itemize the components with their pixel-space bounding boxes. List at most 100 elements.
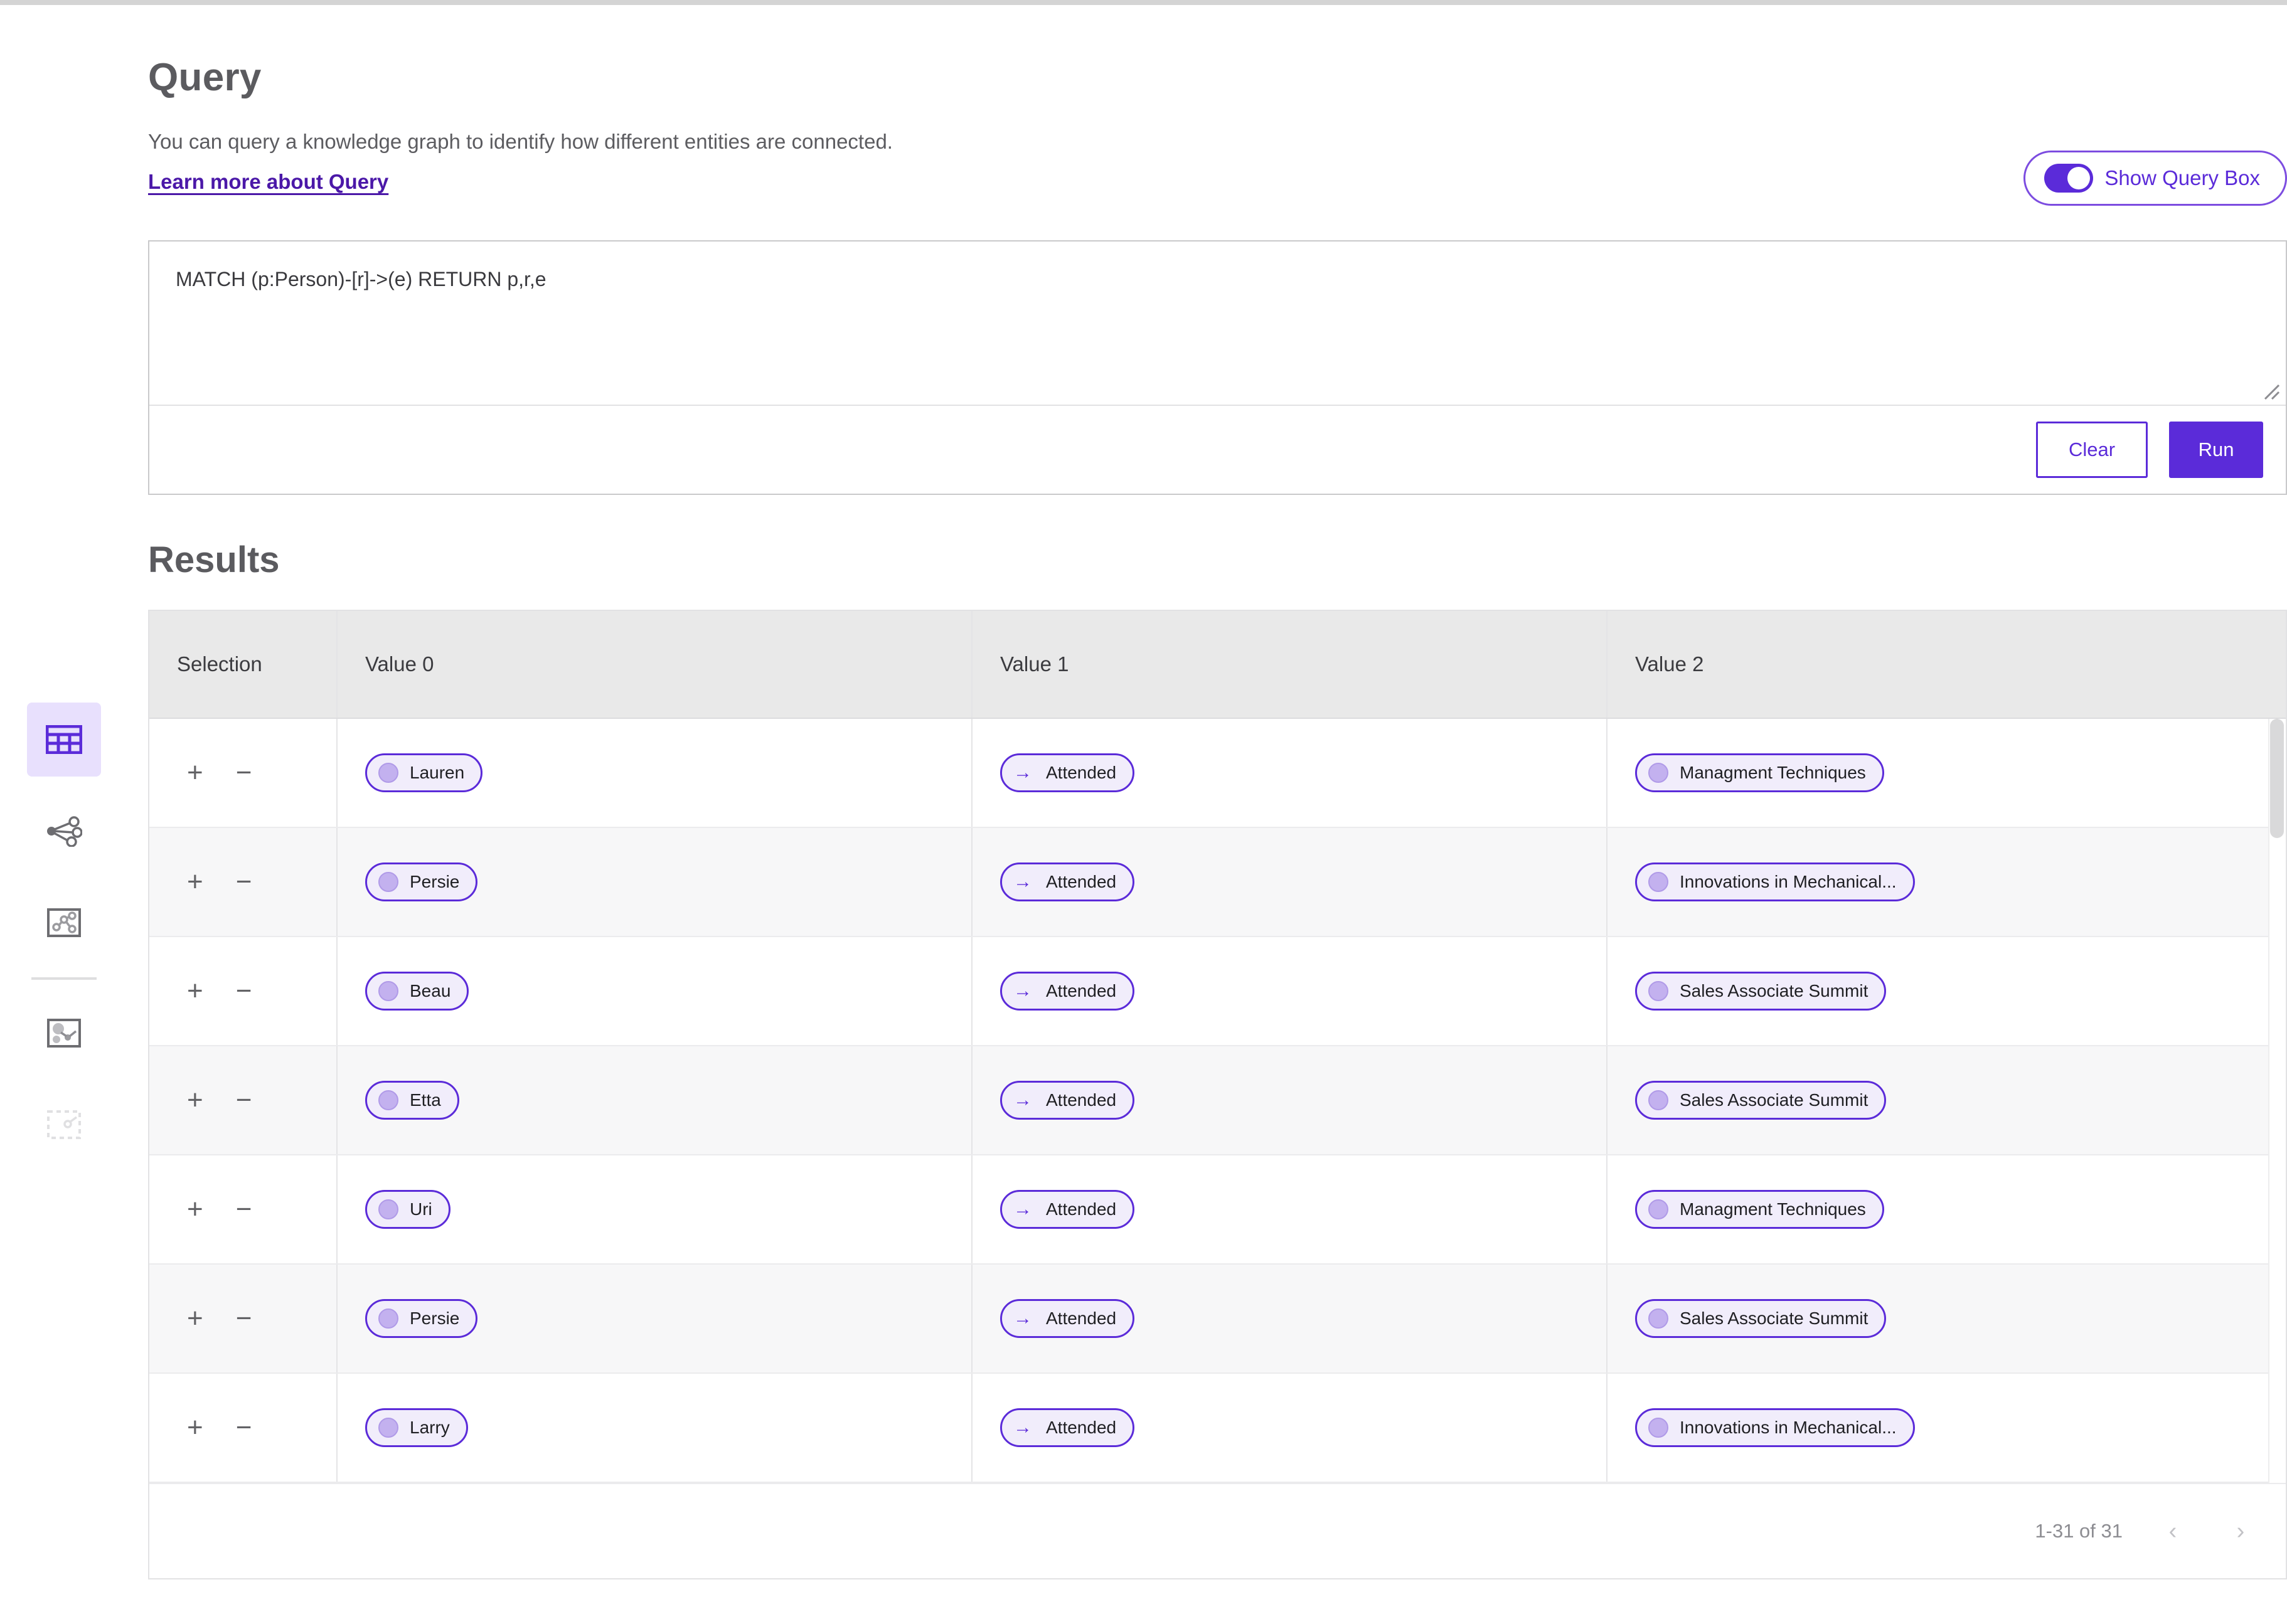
relationship-chip[interactable]: → Attended <box>1000 753 1135 792</box>
remove-row-button[interactable]: − <box>235 1085 252 1115</box>
node-chip-label: Sales Associate Summit <box>1680 1090 1869 1110</box>
node-chip-label: Innovations in Mechanical... <box>1680 1418 1897 1437</box>
query-input[interactable]: MATCH (p:Person)-[r]->(e) RETURN p,r,e <box>176 268 546 290</box>
relationship-chip[interactable]: → Attended <box>1000 972 1135 1011</box>
sidebar-item-map-view[interactable] <box>27 886 101 960</box>
table-row[interactable]: + − Persie → Attended <box>149 1265 2286 1374</box>
results-title: Results <box>148 539 280 580</box>
selection-cell: + − <box>149 1374 338 1482</box>
value-1-cell: → Attended <box>973 1265 1607 1372</box>
query-input-area[interactable]: MATCH (p:Person)-[r]->(e) RETURN p,r,e <box>149 241 2286 406</box>
node-chip-label: Etta <box>410 1090 441 1110</box>
relationship-chip[interactable]: → Attended <box>1000 862 1135 901</box>
add-row-button[interactable]: + <box>187 1194 203 1224</box>
learn-more-link[interactable]: Learn more about Query <box>148 170 389 193</box>
value-1-cell: → Attended <box>973 719 1607 827</box>
main-content: Query You can query a knowledge graph to… <box>148 0 2287 1579</box>
arrow-right-icon: → <box>1013 871 1032 892</box>
remove-row-button[interactable]: − <box>235 1412 252 1443</box>
add-row-button[interactable]: + <box>187 1085 203 1115</box>
sidebar-item-empty-graph-view[interactable] <box>27 1088 101 1162</box>
table-header-row: Selection Value 0 Value 1 Value 2 <box>149 611 2286 719</box>
next-page-button[interactable]: › <box>2236 1517 2245 1544</box>
sidebar-item-table-view[interactable] <box>27 703 101 777</box>
relationship-chip-label: Attended <box>1046 1418 1117 1437</box>
node-chip[interactable]: Beau <box>365 972 469 1011</box>
node-chip-label: Lauren <box>410 763 465 782</box>
node-chip[interactable]: Managment Techniques <box>1635 753 1884 792</box>
remove-row-button[interactable]: − <box>235 1194 252 1224</box>
value-2-cell: Sales Associate Summit <box>1607 937 2266 1045</box>
value-0-cell: Lauren <box>338 719 973 827</box>
value-0-cell: Persie <box>338 1265 973 1372</box>
node-chip[interactable]: Sales Associate Summit <box>1635 1299 1887 1338</box>
relationship-chip[interactable]: → Attended <box>1000 1408 1135 1447</box>
table-row[interactable]: + − Beau → Attended <box>149 937 2286 1046</box>
node-circle-icon <box>1648 1090 1668 1110</box>
node-chip[interactable]: Persie <box>365 1299 478 1338</box>
selection-cell: + − <box>149 1155 338 1263</box>
value-2-cell: Managment Techniques <box>1607 1155 2266 1263</box>
add-row-button[interactable]: + <box>187 1303 203 1334</box>
node-chip[interactable]: Persie <box>365 862 478 901</box>
selection-cell: + − <box>149 1265 338 1372</box>
remove-row-button[interactable]: − <box>235 757 252 788</box>
table-row[interactable]: + − Etta → Attended <box>149 1046 2286 1155</box>
resize-handle-icon[interactable] <box>2258 378 2280 400</box>
page-subtitle: You can query a knowledge graph to ident… <box>148 130 893 153</box>
table-row[interactable]: + − Persie → Attended <box>149 828 2286 937</box>
table-scrollbar-thumb[interactable] <box>2270 719 2284 838</box>
toggle-switch[interactable] <box>2044 164 2094 193</box>
results-table: Selection Value 0 Value 1 Value 2 + − <box>148 610 2287 1579</box>
table-row[interactable]: + − Larry → Attended <box>149 1374 2286 1483</box>
node-circle-icon <box>1648 1418 1668 1438</box>
remove-row-button[interactable]: − <box>235 975 252 1006</box>
node-chip[interactable]: Innovations in Mechanical... <box>1635 862 1915 901</box>
add-row-button[interactable]: + <box>187 975 203 1006</box>
arrow-right-icon: → <box>1013 1417 1032 1438</box>
node-circle-icon <box>378 981 398 1001</box>
node-chip-label: Beau <box>410 981 451 1000</box>
value-2-cell: Sales Associate Summit <box>1607 1046 2266 1154</box>
relationship-chip[interactable]: → Attended <box>1000 1299 1135 1338</box>
node-chip[interactable]: Larry <box>365 1408 468 1447</box>
arrow-right-icon: → <box>1013 980 1032 1001</box>
show-query-box-toggle[interactable]: Show Query Box <box>2023 151 2287 206</box>
relationship-chip[interactable]: → Attended <box>1000 1190 1135 1229</box>
table-body: + − Lauren → Attended <box>149 719 2286 1483</box>
add-row-button[interactable]: + <box>187 757 203 788</box>
node-circle-icon <box>378 872 398 892</box>
node-chip[interactable]: Managment Techniques <box>1635 1190 1884 1229</box>
add-row-button[interactable]: + <box>187 866 203 897</box>
run-button[interactable]: Run <box>2169 422 2263 478</box>
sidebar-item-graph-view[interactable] <box>27 794 101 868</box>
value-0-cell: Persie <box>338 828 973 936</box>
selection-cell: + − <box>149 719 338 827</box>
table-scrollbar[interactable] <box>2268 719 2286 1483</box>
node-chip[interactable]: Innovations in Mechanical... <box>1635 1408 1915 1447</box>
node-chip[interactable]: Uri <box>365 1190 450 1229</box>
node-chip[interactable]: Lauren <box>365 753 483 792</box>
relationship-chip-label: Attended <box>1046 981 1117 1000</box>
node-chip[interactable]: Sales Associate Summit <box>1635 972 1887 1011</box>
arrow-right-icon: → <box>1013 1199 1032 1219</box>
arrow-right-icon: → <box>1013 1090 1032 1110</box>
selection-cell: + − <box>149 828 338 936</box>
node-circle-icon <box>378 1418 398 1438</box>
sidebar-item-selection-graph-view[interactable] <box>27 996 101 1070</box>
table-row[interactable]: + − Lauren → Attended <box>149 719 2286 828</box>
relationship-chip[interactable]: → Attended <box>1000 1081 1135 1120</box>
value-0-cell: Uri <box>338 1155 973 1263</box>
remove-row-button[interactable]: − <box>235 866 252 897</box>
value-1-cell: → Attended <box>973 1155 1607 1263</box>
previous-page-button[interactable]: ‹ <box>2168 1517 2177 1544</box>
add-row-button[interactable]: + <box>187 1412 203 1443</box>
node-chip[interactable]: Etta <box>365 1081 459 1120</box>
node-chip-label: Managment Techniques <box>1680 763 1866 782</box>
node-chip[interactable]: Sales Associate Summit <box>1635 1081 1887 1120</box>
column-header-selection: Selection <box>149 611 338 718</box>
remove-row-button[interactable]: − <box>235 1303 252 1334</box>
table-row[interactable]: + − Uri → Attended <box>149 1155 2286 1265</box>
clear-button[interactable]: Clear <box>2036 422 2148 478</box>
